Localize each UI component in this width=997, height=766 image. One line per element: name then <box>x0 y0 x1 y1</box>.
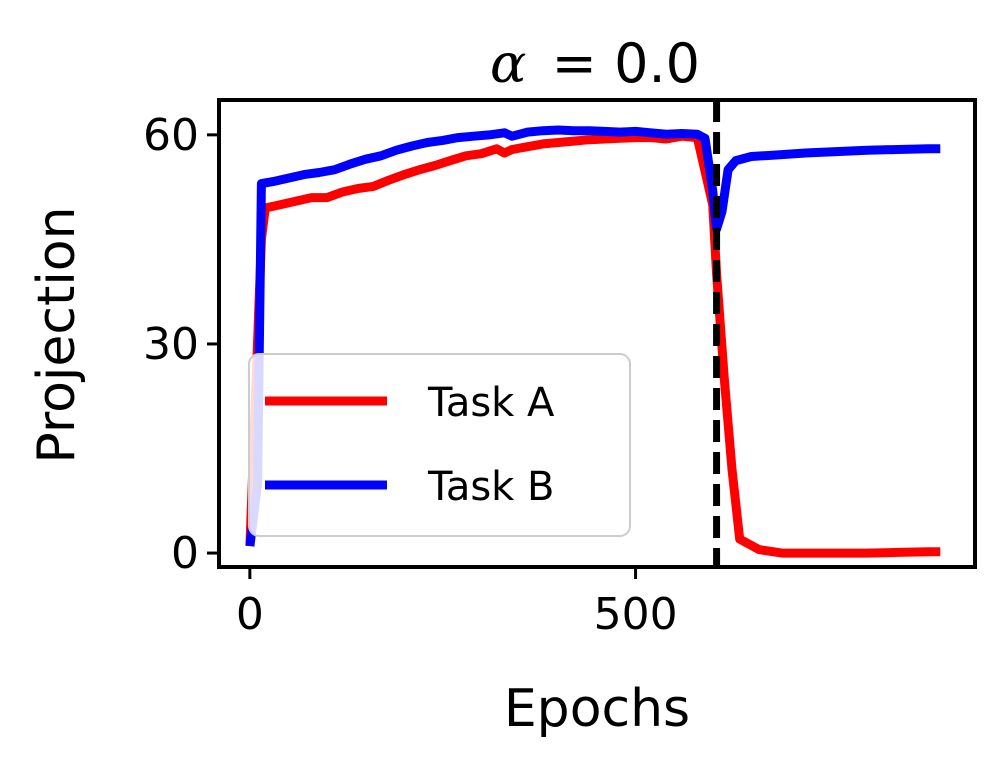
y-tick-label: 0 <box>171 528 199 579</box>
series-layer <box>245 125 941 558</box>
x-tick-label: 500 <box>594 589 678 640</box>
x-tick-label: 0 <box>236 589 264 640</box>
series-line-task-b <box>245 125 941 547</box>
y-axis-label: Projection <box>27 206 87 463</box>
title-value: = 0.0 <box>552 32 700 95</box>
legend-label: Task A <box>427 380 555 426</box>
legend: Task A Task B <box>248 353 631 537</box>
legend-label: Task B <box>427 464 554 510</box>
y-tick-label: 30 <box>143 319 199 370</box>
axis-ticks: 0 500 0 30 60 <box>143 110 678 640</box>
plot-frame <box>217 98 977 569</box>
series-line-task-a <box>245 131 941 558</box>
chart-title: α = 0.0 <box>490 32 700 95</box>
title-variable: α <box>490 32 526 95</box>
y-tick-label: 60 <box>143 110 199 161</box>
x-axis-label: Epochs <box>504 679 690 739</box>
